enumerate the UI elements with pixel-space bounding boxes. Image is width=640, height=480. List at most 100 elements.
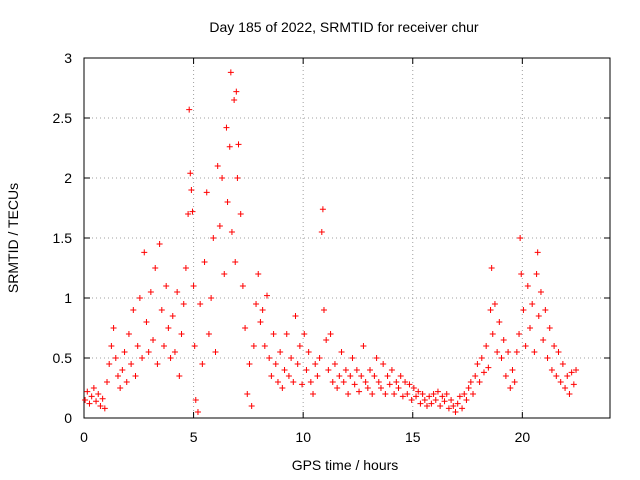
data-point — [110, 325, 117, 331]
data-point — [474, 361, 481, 367]
data-points — [82, 69, 580, 415]
data-point — [307, 379, 314, 385]
data-point — [342, 367, 349, 373]
data-point — [141, 249, 148, 256]
y-tick-label: 0 — [64, 410, 72, 426]
data-point — [97, 403, 104, 409]
data-point — [312, 361, 319, 367]
data-point — [529, 301, 536, 307]
data-point — [557, 379, 564, 385]
data-point — [152, 265, 159, 271]
data-point — [351, 381, 358, 388]
chart-title: Day 185 of 2022, SRMTID for receiver chu… — [209, 19, 479, 35]
data-point — [136, 295, 143, 301]
data-point — [349, 355, 356, 361]
data-point — [320, 307, 327, 313]
data-point — [93, 398, 100, 405]
data-point — [423, 403, 430, 409]
data-point — [470, 391, 477, 397]
data-point — [347, 373, 354, 379]
data-point — [505, 349, 512, 355]
data-point — [190, 283, 197, 289]
data-point — [402, 379, 409, 385]
y-tick-labels: 0 0.5 1 1.5 2 2.5 3 — [53, 50, 73, 426]
data-point — [216, 223, 223, 229]
data-point — [167, 355, 174, 361]
data-point — [570, 381, 577, 388]
data-point — [226, 143, 233, 150]
data-point — [559, 361, 566, 367]
data-point — [88, 393, 95, 400]
data-point — [340, 379, 347, 385]
data-point — [104, 379, 111, 385]
data-point — [555, 349, 562, 355]
data-point — [441, 398, 448, 405]
data-point — [573, 367, 580, 373]
data-point — [112, 355, 119, 361]
data-point — [491, 301, 498, 307]
data-point — [364, 385, 371, 391]
data-point — [489, 331, 496, 337]
data-point — [516, 331, 523, 337]
data-point — [393, 379, 400, 385]
data-point — [415, 388, 422, 395]
data-point — [452, 409, 459, 415]
data-point — [404, 391, 411, 397]
data-point — [288, 355, 295, 361]
data-point — [353, 367, 360, 373]
data-point — [382, 391, 389, 397]
data-point — [305, 349, 312, 355]
data-point — [261, 343, 268, 349]
x-tick-labels: 0 5 10 15 20 — [80, 429, 530, 445]
data-point — [235, 141, 242, 148]
data-point — [395, 385, 402, 391]
data-point — [356, 388, 363, 395]
data-point — [388, 367, 395, 373]
data-point — [274, 379, 281, 385]
data-point — [277, 349, 284, 355]
data-point — [406, 381, 413, 388]
data-point — [336, 373, 343, 379]
data-point — [437, 403, 444, 409]
data-point — [270, 331, 277, 337]
data-point — [513, 349, 520, 355]
data-point — [283, 331, 290, 337]
y-tick-label: 3 — [64, 50, 72, 66]
x-tick-label: 15 — [405, 429, 421, 445]
data-point — [531, 349, 538, 355]
data-point — [419, 391, 426, 397]
data-point — [114, 373, 121, 379]
data-point — [417, 400, 424, 407]
data-point — [426, 393, 433, 400]
data-point — [329, 379, 336, 385]
data-point — [450, 403, 457, 409]
data-point — [292, 313, 299, 319]
data-point — [145, 349, 152, 355]
data-point — [524, 283, 531, 289]
data-point — [128, 361, 135, 367]
data-point — [448, 397, 455, 403]
data-point — [564, 373, 571, 379]
y-tick-label: 1 — [64, 290, 72, 306]
data-point — [272, 361, 279, 367]
data-point — [443, 391, 450, 397]
data-point — [296, 343, 303, 349]
data-point — [502, 373, 509, 379]
data-point — [187, 170, 194, 177]
data-point — [428, 400, 435, 407]
data-point — [316, 355, 323, 361]
data-point — [171, 349, 178, 355]
data-point — [212, 349, 219, 355]
data-point — [303, 367, 310, 373]
data-point — [147, 289, 154, 295]
data-point — [119, 367, 126, 373]
data-point — [507, 385, 514, 391]
data-point — [367, 367, 374, 373]
data-point — [82, 397, 89, 403]
data-point — [221, 271, 228, 277]
data-point — [334, 385, 341, 391]
data-point — [268, 373, 275, 379]
data-point — [123, 379, 130, 385]
data-point — [191, 343, 198, 349]
